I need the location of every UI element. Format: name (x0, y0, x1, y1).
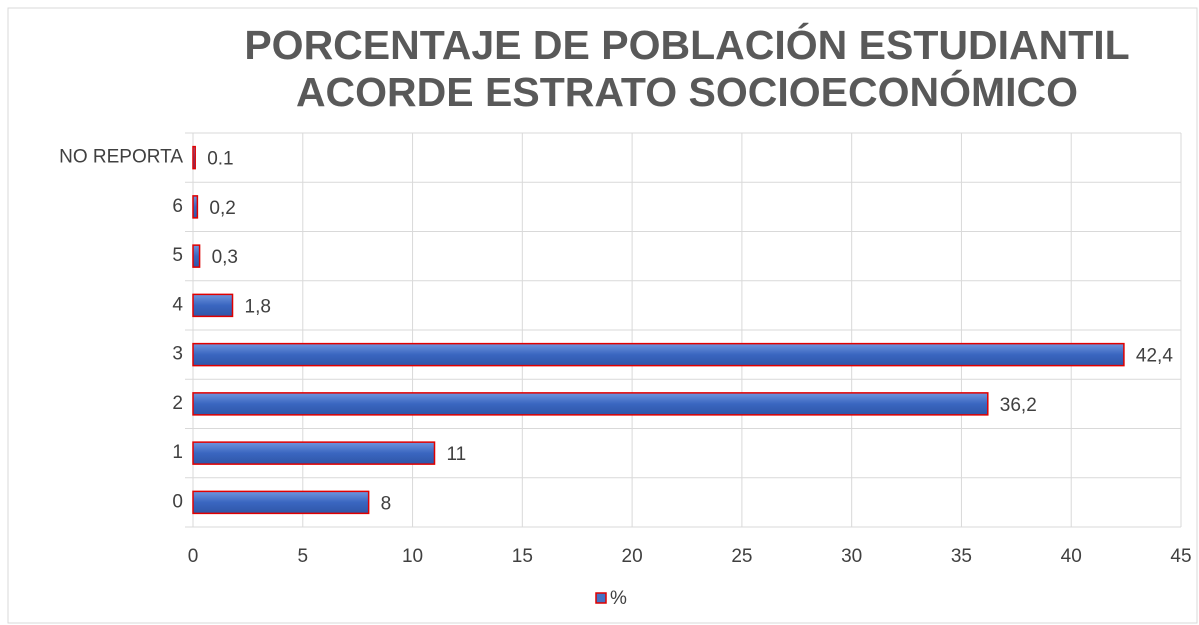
y-tick-label: 1 (172, 442, 183, 463)
x-tick-label: 0 (188, 546, 199, 567)
legend-label: % (610, 588, 627, 609)
y-tick-label: 5 (172, 245, 183, 266)
x-tick-label: 10 (402, 546, 423, 567)
x-tick-label: 25 (731, 546, 752, 567)
value-label: 42,4 (1136, 346, 1173, 367)
bar (192, 490, 370, 515)
value-label: 11 (447, 444, 467, 465)
value-label: 36,2 (1000, 395, 1037, 416)
y-tick-label: 2 (172, 393, 183, 414)
legend-swatch (595, 592, 607, 604)
value-label: 0.1 (207, 149, 233, 170)
y-tick-label: NO REPORTA (59, 147, 183, 168)
x-tick-label: 40 (1061, 546, 1082, 567)
bar (192, 145, 196, 170)
chart-title: PORCENTAJE DE POBLACIÓN ESTUDIANTIL (244, 22, 1129, 68)
x-tick-label: 15 (512, 546, 533, 567)
bar (192, 244, 201, 268)
x-tick-label: 20 (622, 546, 643, 567)
value-label: 0,3 (212, 247, 238, 268)
bar (192, 293, 234, 318)
chart-frame (7, 7, 1198, 624)
bar (192, 392, 989, 416)
x-tick-label: 30 (841, 546, 862, 567)
bar (192, 342, 1125, 367)
value-label: 1,8 (245, 296, 271, 317)
bar (192, 441, 436, 465)
x-tick-label: 5 (297, 546, 308, 567)
x-tick-label: 45 (1170, 546, 1191, 567)
y-tick-label: 4 (172, 294, 183, 315)
value-label: 0,2 (209, 198, 235, 219)
y-tick-label: 0 (172, 491, 183, 512)
x-tick-label: 35 (951, 546, 972, 567)
bar (192, 195, 199, 219)
y-tick-label: 3 (172, 344, 183, 365)
chart-title: ACORDE ESTRATO SOCIOECONÓMICO (296, 69, 1078, 115)
y-tick-label: 6 (172, 196, 183, 217)
value-label: 8 (381, 493, 392, 514)
